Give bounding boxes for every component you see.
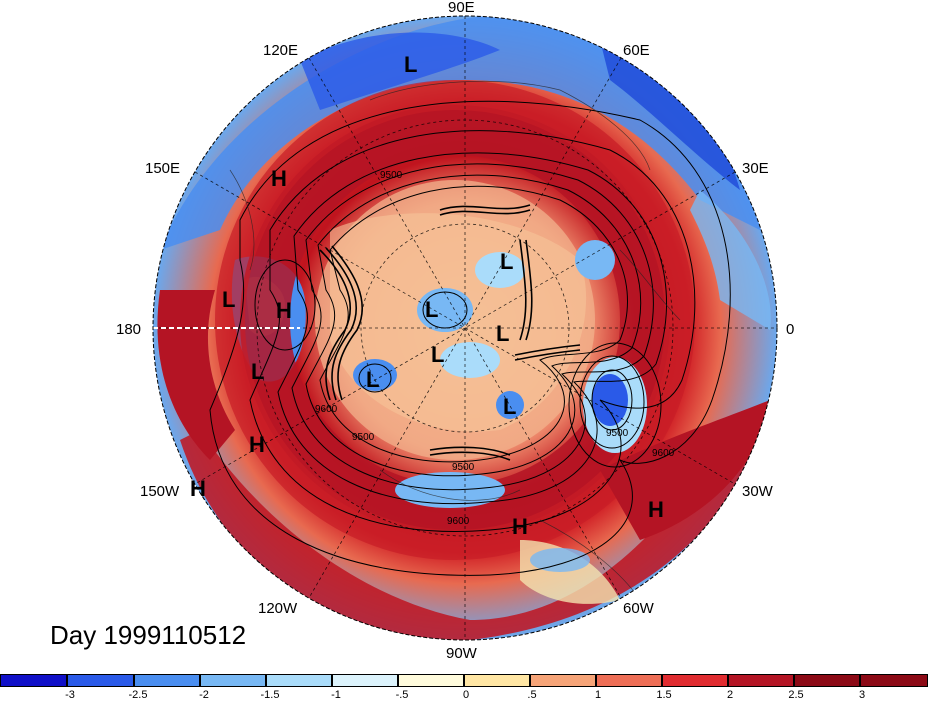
colorbar-box bbox=[530, 674, 596, 687]
lon-label-30w: 30W bbox=[742, 483, 774, 500]
colorbar-tick: -1.5 bbox=[260, 689, 280, 701]
map-border bbox=[152, 15, 778, 641]
day-label: Day 1999110512 bbox=[50, 620, 247, 650]
high-pressure-marker: H bbox=[190, 476, 206, 501]
colorbar-tick: 1 bbox=[594, 689, 602, 701]
low-pressure-marker: L bbox=[366, 367, 379, 392]
high-pressure-marker: H bbox=[276, 298, 292, 323]
contour-label: 9500 bbox=[606, 428, 629, 439]
contour-label: 9500 bbox=[452, 462, 475, 473]
colorbar-tick: -3 bbox=[65, 689, 75, 701]
low-pressure-marker: L bbox=[222, 287, 235, 312]
contour-labels: 9500 9500 9600 9600 9500 9600 9500 bbox=[315, 170, 675, 527]
lon-label-0: 0 bbox=[786, 321, 794, 338]
low-pressure-marker: L bbox=[431, 342, 444, 367]
colorbar: -3 -2.5 -2 -1.5 -1 -.5 0 .5 1 1.5 2 2.5 … bbox=[0, 674, 928, 702]
colorbar-box bbox=[596, 674, 662, 687]
colorbar-box bbox=[662, 674, 728, 687]
pressure-centers: L H L H L L L L L L L H H H H bbox=[190, 52, 664, 539]
colorbar-box bbox=[134, 674, 200, 687]
low-pressure-marker: L bbox=[425, 297, 438, 322]
contour-label: 9600 bbox=[652, 448, 675, 459]
colorbar-box bbox=[794, 674, 860, 687]
lon-label-180: 180 bbox=[116, 321, 141, 338]
lon-label-60e: 60E bbox=[623, 42, 650, 59]
longitude-labels: 90E 60E 30E 0 30W 60W 90W 120W 150W 180 … bbox=[116, 0, 794, 662]
colorbar-tick: 1.5 bbox=[656, 689, 672, 701]
lon-label-60w: 60W bbox=[623, 600, 655, 617]
colorbar-tick: 0 bbox=[462, 689, 470, 701]
lon-label-90e: 90E bbox=[448, 0, 475, 16]
colorbar-box bbox=[332, 674, 398, 687]
contour-label: 9600 bbox=[447, 516, 470, 527]
polar-map: 90E 60E 30E 0 30W 60W 90W 120W 150W 180 … bbox=[116, 0, 794, 662]
low-pressure-marker: L bbox=[500, 249, 513, 274]
contour-label: 9500 bbox=[352, 432, 375, 443]
lon-label-30e: 30E bbox=[742, 160, 769, 177]
high-pressure-marker: H bbox=[271, 166, 287, 191]
lon-label-150e: 150E bbox=[145, 160, 180, 177]
low-pressure-marker: L bbox=[251, 359, 264, 384]
low-pressure-marker: L bbox=[404, 52, 417, 77]
lon-label-120w: 120W bbox=[258, 600, 298, 617]
high-pressure-marker: H bbox=[512, 514, 528, 539]
colorbar-box bbox=[860, 674, 928, 687]
colorbar-tick: 3 bbox=[858, 689, 866, 701]
colorbar-box bbox=[266, 674, 332, 687]
colorbar-box bbox=[464, 674, 530, 687]
high-pressure-marker: H bbox=[648, 497, 664, 522]
colorbar-box bbox=[0, 674, 67, 687]
colorbar-tick: 2 bbox=[726, 689, 734, 701]
contour-label: 9500 bbox=[380, 170, 403, 181]
colorbar-tick: -1 bbox=[331, 689, 341, 701]
colorbar-tick: -2 bbox=[199, 689, 209, 701]
colorbar-box bbox=[200, 674, 266, 687]
map-disk bbox=[153, 16, 777, 640]
colorbar-box bbox=[67, 674, 134, 687]
colorbar-tick: -.5 bbox=[395, 689, 409, 701]
colorbar-box bbox=[398, 674, 464, 687]
colorbar-tick: .5 bbox=[527, 689, 537, 701]
low-pressure-marker: L bbox=[496, 321, 509, 346]
colorbar-tick: -2.5 bbox=[128, 689, 148, 701]
contour-label: 9600 bbox=[315, 404, 338, 415]
colorbar-tick: 2.5 bbox=[788, 689, 804, 701]
low-pressure-marker: L bbox=[503, 394, 516, 419]
lon-label-120e: 120E bbox=[263, 42, 298, 59]
lon-label-150w: 150W bbox=[140, 483, 180, 500]
lon-label-90w: 90W bbox=[446, 645, 478, 662]
colorbar-box bbox=[728, 674, 794, 687]
high-pressure-marker: H bbox=[249, 432, 265, 457]
